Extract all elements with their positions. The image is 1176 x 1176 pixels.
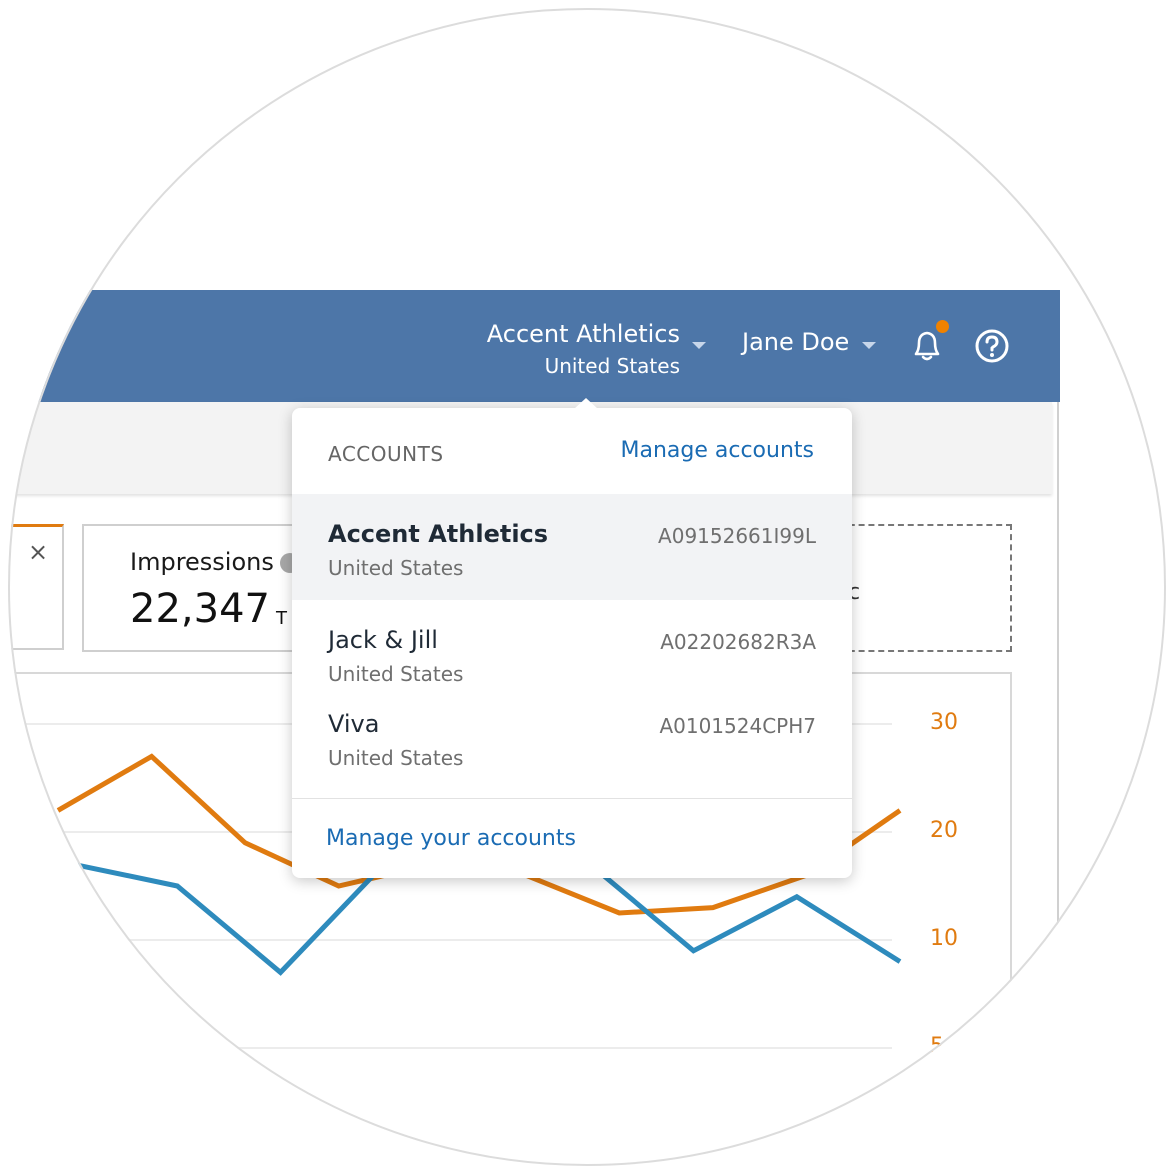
account-item-id: A09152661I99L bbox=[658, 524, 816, 548]
manage-your-accounts-link[interactable]: Manage your accounts bbox=[326, 826, 576, 851]
series-line-1 bbox=[73, 861, 902, 976]
top-navigation-bar bbox=[8, 290, 1060, 402]
notification-badge bbox=[936, 320, 949, 333]
help-icon[interactable] bbox=[974, 328, 1010, 364]
impressions-subtext: T bbox=[276, 608, 287, 629]
axis-tick-label: 5 bbox=[930, 1034, 944, 1059]
account-item-id: A02202682R3A bbox=[660, 630, 816, 654]
content-border bbox=[1057, 402, 1059, 962]
current-account-country: United States bbox=[544, 354, 680, 378]
account-item-viva[interactable]: Viva United States A0101524CPH7 bbox=[292, 684, 852, 790]
account-item-country: United States bbox=[328, 746, 464, 770]
account-item-name: Accent Athletics bbox=[328, 520, 549, 548]
chevron-down-icon bbox=[692, 342, 706, 349]
accounts-dropdown: ACCOUNTS Manage accounts Accent Athletic… bbox=[292, 408, 852, 878]
axis-tick-label: 30 bbox=[930, 710, 958, 735]
user-name: Jane Doe bbox=[742, 328, 850, 356]
account-item-country: United States bbox=[328, 662, 464, 686]
account-item-accent-athletics[interactable]: Accent Athletics United States A09152661… bbox=[292, 494, 852, 600]
manage-accounts-link[interactable]: Manage accounts bbox=[620, 438, 815, 463]
account-item-name: Viva bbox=[328, 710, 380, 738]
chevron-down-icon bbox=[862, 342, 876, 349]
user-menu[interactable]: Jane Doe bbox=[742, 328, 882, 364]
account-item-id: A0101524CPH7 bbox=[659, 714, 816, 738]
axis-tick-label: 10 bbox=[930, 926, 958, 951]
divider bbox=[292, 798, 852, 799]
impressions-label: Impressions bbox=[130, 548, 274, 576]
bell-icon[interactable] bbox=[906, 324, 950, 368]
impressions-value: 22,347 bbox=[130, 586, 270, 632]
axis-tick-label: 20 bbox=[930, 818, 958, 843]
metric-card-partial bbox=[8, 524, 64, 650]
accounts-header-label: ACCOUNTS bbox=[328, 442, 444, 466]
current-account-name: Accent Athletics bbox=[486, 320, 680, 348]
dropdown-pointer bbox=[574, 398, 598, 409]
account-item-country: United States bbox=[328, 556, 464, 580]
account-item-jack-and-jill[interactable]: Jack & Jill United States A02202682R3A bbox=[292, 600, 852, 706]
account-switcher[interactable]: Accent Athletics United States bbox=[480, 320, 710, 384]
circular-crop: Accent Athletics United States Jane Doe bbox=[8, 8, 1166, 1166]
close-icon[interactable]: × bbox=[28, 538, 49, 566]
account-item-name: Jack & Jill bbox=[328, 626, 438, 654]
